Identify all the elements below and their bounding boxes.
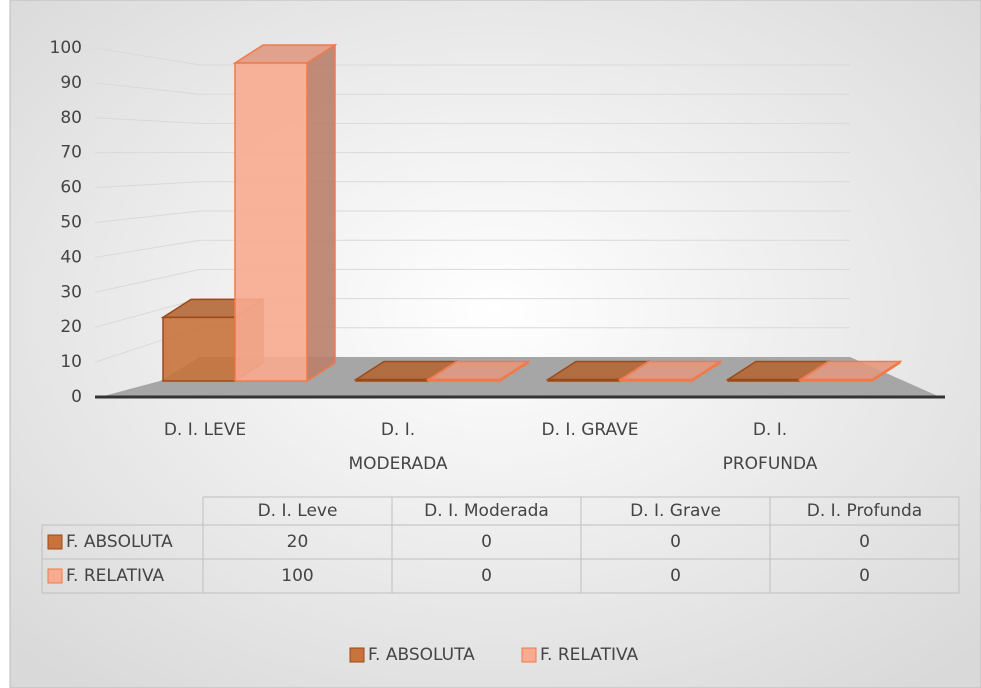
table-legend-key	[47, 568, 63, 584]
table-cell: 0	[670, 532, 681, 552]
legend-key	[521, 647, 537, 663]
table-cell: 0	[670, 566, 681, 586]
legend-label: F. RELATIVA	[540, 645, 639, 665]
bar-front	[547, 378, 621, 382]
y-tick-label: 100	[50, 38, 82, 58]
label-line: D. I.	[753, 420, 787, 440]
table-header: D. I. Moderada	[424, 501, 549, 521]
bar-front	[799, 378, 873, 382]
table-header: D. I. Leve	[258, 501, 338, 521]
grid-line	[94, 117, 850, 124]
x-tick-label: D. I. GRAVE	[542, 420, 639, 440]
bar-front	[427, 378, 501, 382]
table-legend-key	[47, 534, 63, 550]
bar	[232, 43, 338, 383]
x-tick-label: D. I. PROFUNDA	[723, 420, 818, 474]
grid-line	[94, 181, 850, 189]
table-cell: 0	[859, 532, 870, 552]
grid-line	[94, 210, 850, 223]
bar-front	[619, 378, 693, 382]
label-line: PROFUNDA	[723, 454, 818, 474]
table-header: D. I. Grave	[630, 501, 721, 521]
grid-line	[94, 47, 850, 66]
table-cell: 0	[481, 532, 492, 552]
y-tick-label: 40	[60, 247, 82, 267]
grid-line	[94, 239, 850, 258]
table-cell: 100	[281, 566, 313, 586]
x-tick-label: D. I. MODERADA	[348, 420, 447, 474]
grid-line	[94, 298, 850, 328]
grid-line	[94, 82, 850, 95]
bar-side	[306, 43, 336, 383]
y-tick-label: 0	[71, 387, 82, 407]
y-tick-label: 90	[60, 73, 82, 93]
bar-front	[355, 378, 429, 382]
table-row-label: F. ABSOLUTA	[66, 532, 173, 552]
table-cell: 20	[287, 532, 309, 552]
bar	[425, 360, 531, 383]
bar	[797, 360, 903, 383]
y-tick-label: 60	[60, 178, 82, 198]
bar-front	[162, 316, 236, 382]
table-header: D. I. Profunda	[807, 501, 922, 521]
label-line: D. I.	[381, 420, 415, 440]
table-row-label: F. RELATIVA	[66, 566, 165, 586]
legend-key	[349, 647, 365, 663]
bar-front	[234, 62, 308, 382]
bar	[617, 360, 723, 383]
table-cell: 0	[859, 566, 870, 586]
y-tick-label: 10	[60, 352, 82, 372]
y-tick-label: 50	[60, 213, 82, 233]
y-tick-label: 80	[60, 108, 82, 128]
x-tick-label: D. I. LEVE	[164, 420, 246, 440]
y-tick-label: 70	[60, 143, 82, 163]
bar-front	[727, 378, 801, 382]
legend-label: F. ABSOLUTA	[368, 645, 475, 665]
y-tick-label: 30	[60, 282, 82, 302]
label-line: MODERADA	[348, 454, 447, 474]
table-cell: 0	[481, 566, 492, 586]
grid-line	[94, 268, 850, 293]
y-tick-label: 20	[60, 317, 82, 337]
